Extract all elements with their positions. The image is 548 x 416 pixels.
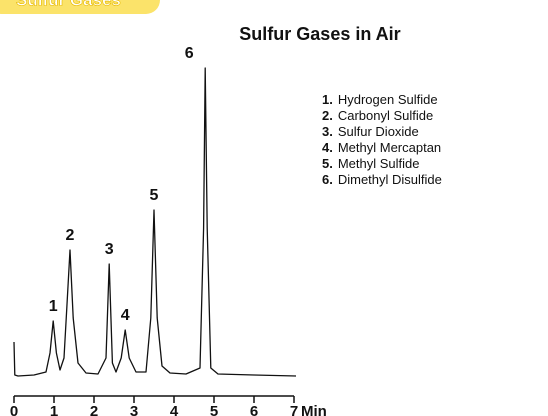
legend-number: 3.	[322, 124, 333, 139]
x-tick-label: 6	[250, 403, 258, 416]
legend-number: 1.	[322, 92, 333, 107]
legend-entry: 2. Carbonyl Sulfide	[322, 108, 433, 123]
badge	[0, 0, 160, 14]
peak-label: 1	[49, 298, 58, 315]
chart-title: Sulfur Gases in Air	[239, 24, 400, 44]
x-tick-label: 7	[290, 403, 298, 416]
legend-entry: 4. Methyl Mercaptan	[322, 140, 441, 155]
peak-label: 5	[150, 187, 159, 204]
x-tick-label: 4	[170, 403, 179, 416]
legend-entry: 1. Hydrogen Sulfide	[322, 92, 438, 107]
legend-name: Carbonyl Sulfide	[338, 108, 433, 123]
x-tick-label: 1	[50, 403, 58, 416]
x-axis-label: Min	[301, 403, 327, 416]
legend-name: Sulfur Dioxide	[338, 124, 419, 139]
legend-entry: 3. Sulfur Dioxide	[322, 124, 419, 139]
peak-label: 4	[121, 307, 130, 324]
legend-name: Hydrogen Sulfide	[338, 92, 438, 107]
legend-name: Methyl Sulfide	[338, 156, 420, 171]
x-tick-label: 0	[10, 403, 18, 416]
legend-number: 4.	[322, 140, 333, 155]
legend-entry: 5. Methyl Sulfide	[322, 156, 420, 171]
legend-number: 6.	[322, 172, 333, 187]
legend-entry: 6. Dimethyl Disulfide	[322, 172, 442, 187]
x-tick-label: 5	[210, 403, 218, 416]
badge-text: Sulfur Gases	[16, 0, 121, 9]
x-tick-label: 2	[90, 403, 98, 416]
peak-label: 3	[105, 241, 114, 258]
peak-label: 2	[66, 227, 75, 244]
x-tick-label: 3	[130, 403, 138, 416]
chromatogram-trace	[13, 67, 297, 377]
peak-label: 6	[185, 45, 194, 62]
legend-name: Dimethyl Disulfide	[338, 172, 442, 187]
legend-number: 2.	[322, 108, 333, 123]
legend-name: Methyl Mercaptan	[338, 140, 441, 155]
legend-number: 5.	[322, 156, 333, 171]
